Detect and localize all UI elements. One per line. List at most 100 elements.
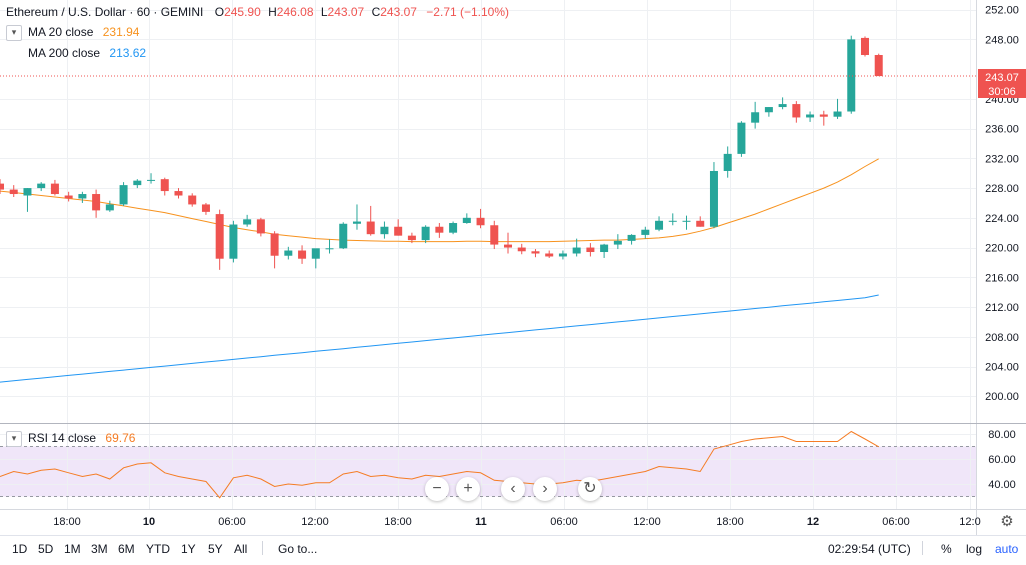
candle-body: [586, 247, 595, 253]
timeframe-all[interactable]: All: [234, 542, 248, 556]
reset-chart-button[interactable]: ↻: [578, 477, 602, 501]
ma200-label[interactable]: MA 200 close: [28, 46, 101, 60]
candle-body: [339, 223, 348, 249]
candle: [174, 188, 183, 199]
price-axis-tick: 236.00: [985, 124, 1019, 136]
ma200-value: 213.62: [109, 46, 147, 60]
candle-body: [792, 104, 801, 118]
time-axis-tick: 06:00: [550, 516, 578, 528]
time-axis-tick: 10: [143, 516, 155, 528]
timeframe-5d[interactable]: 5D: [38, 542, 54, 556]
candle-body: [435, 226, 444, 233]
change-value: −2.71 (−1.10%): [426, 5, 510, 19]
candle-body: [655, 220, 664, 230]
candle: [778, 97, 787, 110]
rsi-axis[interactable]: 40.00 60.00 80.00: [988, 429, 1016, 491]
candle-body: [819, 114, 828, 117]
candle-body: [737, 122, 746, 154]
candle: [613, 234, 622, 250]
candle-body: [50, 183, 59, 195]
auto-scale-toggle[interactable]: auto: [995, 542, 1019, 556]
bottom-toolbar: 1D 5D 1M 3M 6M YTD 1Y 5Y All Go to... 02…: [0, 536, 1026, 560]
high-label: H: [268, 5, 277, 19]
candle: [517, 243, 526, 255]
time-axis-tick: 12: [807, 516, 819, 528]
candle: [256, 217, 265, 237]
price-axis-tick: 212.00: [985, 302, 1019, 314]
timeframe-5y[interactable]: 5Y: [208, 542, 223, 556]
candle-body: [64, 195, 73, 199]
candle: [751, 101, 760, 129]
symbol-title[interactable]: Ethereum / U.S. Dollar · 60 · GEMINI: [6, 5, 204, 19]
time-axis-tick: 06:00: [218, 516, 246, 528]
candle-body: [613, 240, 622, 245]
chevron-down-icon[interactable]: ▾: [6, 431, 22, 447]
candle-body: [325, 248, 334, 250]
price-axis-tick: 216.00: [985, 272, 1019, 284]
candle-body: [833, 111, 842, 117]
candle: [243, 214, 252, 227]
log-scale-toggle[interactable]: log: [966, 542, 983, 556]
high-value: 246.08: [276, 5, 314, 19]
candle-body: [600, 244, 609, 253]
time-axis[interactable]: 18:00 10 06:00 12:00 18:00 11 06:00 12:00 18:00 1…: [53, 516, 980, 528]
grid: [0, 0, 976, 509]
price-tag-price: 243.07: [985, 72, 1019, 84]
percent-scale-toggle[interactable]: %: [941, 542, 952, 556]
candle-body: [847, 39, 856, 112]
timeframe-6m[interactable]: 6M: [118, 542, 135, 556]
candle-body: [380, 226, 389, 235]
zoom-out-button[interactable]: −: [425, 477, 449, 501]
timeframe-1d[interactable]: 1D: [12, 542, 28, 556]
candle-body: [394, 226, 403, 236]
timeframe-ytd[interactable]: YTD: [146, 542, 170, 556]
candle: [339, 222, 348, 250]
timeframe-3m[interactable]: 3M: [91, 542, 108, 556]
timeframe-1y[interactable]: 1Y: [181, 542, 196, 556]
goto-button[interactable]: Go to...: [278, 542, 318, 556]
candle-body: [201, 204, 210, 212]
scroll-right-button[interactable]: ›: [533, 477, 557, 501]
candle-body: [806, 114, 815, 118]
candle: [586, 243, 595, 257]
candle: [311, 248, 320, 269]
candle-body: [37, 183, 46, 189]
candle-body: [215, 214, 224, 259]
ma20-legend: ▾ MA 20 close 231.94: [6, 25, 139, 41]
candle: [380, 221, 389, 239]
candle-body: [764, 107, 773, 113]
time-axis-tick: 18:00: [716, 516, 744, 528]
time-axis-tick: 12:0: [959, 516, 980, 528]
candle-body: [9, 189, 18, 195]
candle: [50, 179, 59, 196]
candle: [147, 173, 156, 184]
candle: [0, 179, 4, 195]
candle-body: [147, 179, 156, 181]
ma20-label[interactable]: MA 20 close: [28, 25, 94, 40]
candle-body: [682, 220, 691, 222]
scroll-left-button[interactable]: ‹: [501, 477, 525, 501]
rsi-polyline: [0, 430, 879, 499]
candle: [504, 232, 513, 254]
candle-body: [641, 229, 650, 235]
candle: [462, 213, 471, 224]
candle: [215, 209, 224, 270]
zoom-in-button[interactable]: +: [456, 477, 480, 501]
rsi-value: 69.76: [105, 431, 136, 446]
settings-gear-icon[interactable]: ⚙: [1000, 513, 1014, 530]
candle: [709, 162, 718, 229]
candle-body: [449, 223, 458, 233]
chevron-down-icon[interactable]: ▾: [6, 25, 22, 41]
price-axis-tick: 200.00: [985, 391, 1019, 403]
timeframe-1m[interactable]: 1M: [64, 542, 81, 556]
price-axis[interactable]: 200.00 204.00 208.00 212.00 216.00 220.00 224.…: [985, 5, 1019, 404]
candle: [9, 185, 18, 198]
candle: [764, 107, 773, 117]
candle-body: [572, 247, 581, 254]
utc-clock[interactable]: 02:29:54 (UTC): [828, 542, 911, 556]
price-axis-tick: 252.00: [985, 5, 1019, 17]
rsi-label[interactable]: RSI 14 close: [28, 431, 97, 446]
candle-body: [78, 194, 87, 199]
